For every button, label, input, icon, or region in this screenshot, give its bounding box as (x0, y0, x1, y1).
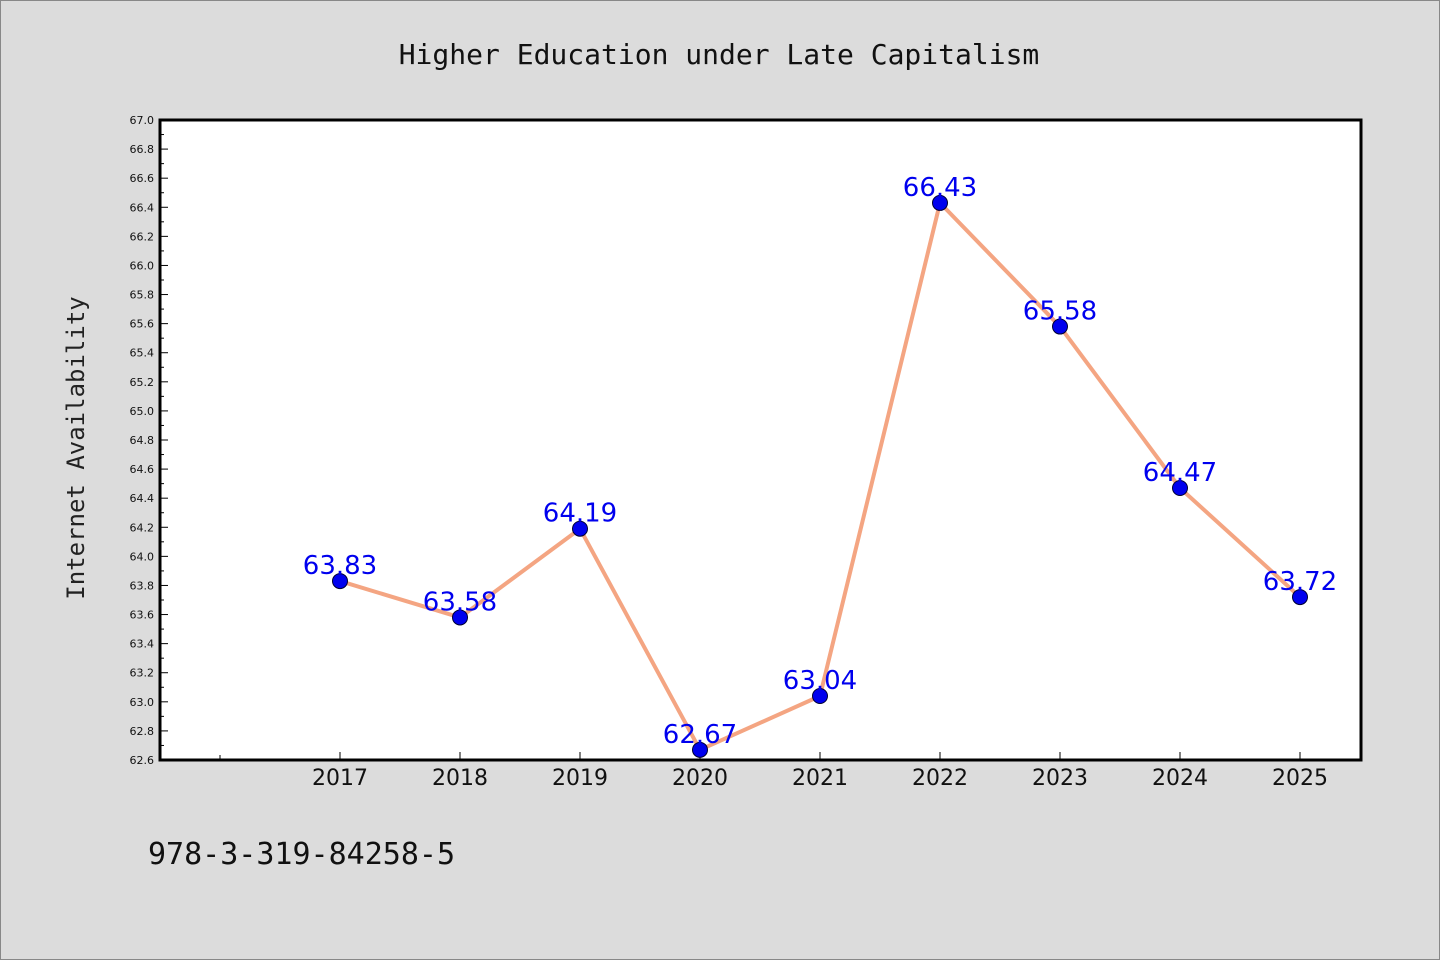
data-point (1172, 480, 1188, 496)
chart-title: Higher Education under Late Capitalism (399, 38, 1040, 71)
data-point (572, 520, 588, 537)
y-tick-label: 62.8 (130, 725, 155, 738)
y-tick-label: 64.4 (130, 492, 155, 505)
y-tick-label: 63.8 (130, 579, 155, 592)
data-label: 64.47 (1143, 458, 1217, 488)
data-label: 64.19 (543, 499, 617, 529)
y-tick-label: 63.0 (130, 696, 155, 709)
y-tick-label: 63.2 (130, 667, 155, 680)
data-label: 63.83 (303, 551, 377, 581)
x-tick-label: 2025 (1272, 766, 1328, 791)
data-label: 63.72 (1263, 567, 1337, 597)
data-label: 63.04 (783, 666, 857, 696)
y-tick-label: 65.0 (130, 405, 155, 418)
data-point (452, 609, 468, 626)
y-tick-label: 65.8 (130, 289, 155, 302)
data-point (932, 194, 948, 211)
y-tick-label: 65.6 (130, 318, 155, 331)
plot-area (158, 118, 1363, 762)
data-point (1052, 318, 1068, 335)
x-tick-label: 2024 (1152, 766, 1208, 791)
x-tick-label: 2022 (912, 766, 968, 791)
y-tick-label: 66.4 (130, 201, 155, 214)
data-labels: 63.83 63.58 64.19 62.67 63.04 66.43 65.58 64.47… (303, 173, 1337, 750)
y-tick-label: 62.6 (130, 754, 155, 767)
x-tick-label: 2020 (672, 766, 728, 791)
data-label: 62.67 (663, 720, 737, 750)
x-axis: 2017 2018 2019 2020 2021 2022 2023 2024 2025 (219, 752, 1328, 791)
y-tick-label: 64.2 (130, 521, 155, 534)
y-axis-label: Internet Availability (62, 296, 90, 599)
data-label: 66.43 (903, 173, 977, 203)
y-tick-label: 64.6 (130, 463, 155, 476)
y-tick-label: 65.4 (130, 347, 155, 360)
y-tick-label: 65.2 (130, 376, 155, 389)
y-axis: 62.6 62.8 63.0 63.2 63.4 63.6 63.8 64.0 64.2 64.4… (130, 114, 168, 767)
x-tick-label: 2021 (792, 766, 848, 791)
x-tick-label: 2017 (312, 766, 368, 791)
data-point (692, 741, 708, 758)
y-tick-label: 64.0 (130, 550, 155, 563)
y-tick-label: 66.6 (130, 172, 155, 185)
x-tick-label: 2018 (432, 766, 488, 791)
y-tick-label: 66.2 (130, 230, 155, 243)
data-label: 63.58 (423, 587, 497, 617)
x-tick-label: 2023 (1032, 766, 1088, 791)
y-tick-label: 64.8 (130, 434, 155, 447)
x-tick-label: 2019 (552, 766, 608, 791)
data-point (812, 688, 828, 704)
y-tick-label: 67.0 (130, 114, 155, 127)
data-point (332, 573, 348, 590)
y-tick-label: 66.8 (130, 143, 155, 156)
isbn-text: 978-3-319-84258-5 (148, 837, 455, 872)
data-point (1292, 589, 1308, 606)
data-markers (332, 194, 1308, 758)
y-tick-label: 63.6 (130, 609, 155, 622)
y-tick-label: 66.0 (130, 259, 155, 272)
data-label: 65.58 (1023, 297, 1097, 327)
y-tick-label: 63.4 (130, 638, 155, 651)
